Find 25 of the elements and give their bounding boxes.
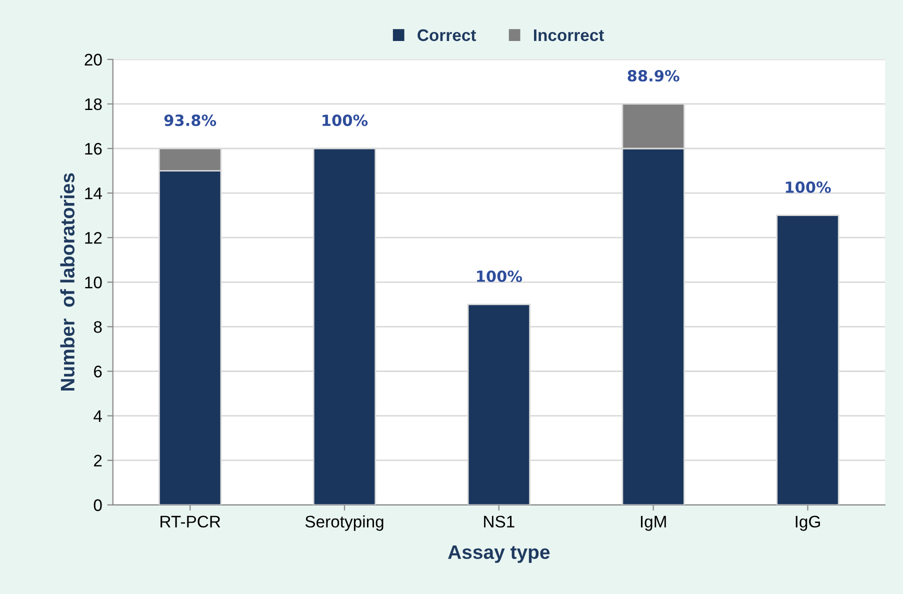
y-tick-label: 16 [85,142,102,155]
legend-label: Incorrect [534,29,604,42]
x-tick-label: NS1 [484,516,514,528]
x-tick-label: RT-PCR [160,516,220,528]
y-tick-label: 6 [94,366,102,378]
legend-label: Correct [418,29,476,42]
x-tick-label: IgM [640,516,666,531]
y-tick-label: 4 [94,410,102,422]
y-tick-label: 2 [94,454,102,466]
y-tick-label: 0 [94,499,102,512]
y-tick-label: 8 [94,321,102,333]
y-tick-label: 12 [85,232,102,244]
y-tick-label: 10 [85,276,102,288]
annotation: 100% [477,270,522,282]
x-axis-title: Assay type [448,545,550,563]
annotation: 93.8% [164,114,216,126]
annotation: 100% [786,181,831,193]
x-tick-label: IgG [796,516,820,531]
y-axis-title: Number of laboratories [60,173,75,391]
annotation: 88.9% [628,70,680,82]
y-tick-label: 18 [85,98,102,110]
y-tick-label: 20 [84,54,102,66]
y-tick-label: 14 [85,188,102,200]
annotation: 100% [322,114,368,126]
x-tick-label: Serotyping [305,515,384,531]
